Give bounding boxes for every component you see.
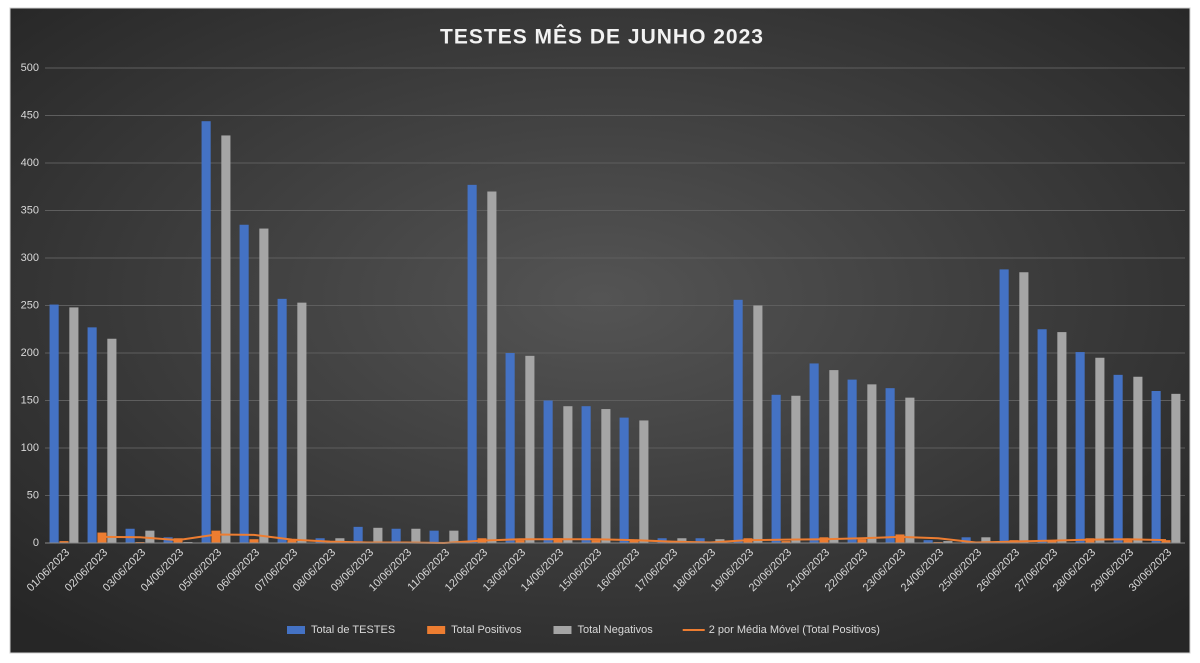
y-tick-label: 400 — [21, 157, 39, 169]
y-tick-label: 150 — [21, 394, 39, 406]
y-tick-label: 50 — [27, 489, 39, 501]
bar — [1075, 352, 1085, 543]
bar — [201, 121, 211, 543]
y-tick-label: 200 — [21, 347, 39, 359]
bar — [449, 530, 459, 543]
bar — [211, 530, 221, 543]
y-tick-label: 0 — [33, 537, 39, 549]
bar — [1019, 272, 1029, 543]
bar — [353, 526, 363, 543]
bar — [59, 541, 69, 543]
bar — [981, 537, 991, 543]
bar — [125, 528, 135, 543]
bar — [591, 540, 601, 543]
bar — [829, 370, 839, 543]
bar — [221, 135, 231, 543]
bar — [639, 420, 649, 543]
bar — [733, 299, 743, 543]
legend-label: Total Negativos — [577, 624, 653, 636]
bar — [145, 530, 155, 543]
legend-swatch — [287, 626, 305, 634]
y-tick-label: 300 — [21, 252, 39, 264]
bar — [923, 540, 933, 543]
bar — [601, 409, 611, 543]
bar — [1133, 376, 1143, 543]
legend-swatch — [553, 626, 572, 634]
bar — [87, 327, 97, 543]
bar — [905, 397, 915, 543]
bar — [505, 353, 515, 543]
bar — [249, 539, 259, 543]
bar — [277, 298, 287, 543]
bar — [107, 338, 117, 543]
bar — [809, 363, 819, 543]
bar — [563, 406, 573, 543]
bar — [373, 527, 383, 543]
bar — [487, 191, 497, 543]
bar — [49, 304, 59, 543]
bar — [515, 540, 525, 543]
bar — [1057, 332, 1067, 543]
bar — [781, 541, 791, 543]
y-tick-label: 500 — [21, 62, 39, 74]
bar — [69, 307, 79, 543]
bar — [411, 528, 421, 543]
bar — [297, 302, 307, 543]
bar — [895, 534, 905, 543]
bar — [287, 540, 297, 543]
legend-label: Total de TESTES — [311, 624, 395, 636]
bar — [335, 538, 345, 543]
bar — [753, 305, 763, 543]
bar — [525, 355, 535, 543]
bar — [847, 379, 857, 543]
y-tick-label: 350 — [21, 204, 39, 216]
bar — [677, 538, 687, 543]
bar — [1047, 541, 1057, 543]
y-tick-label: 450 — [21, 109, 39, 121]
bar — [553, 538, 563, 543]
chart-title: TESTES MÊS DE JUNHO 2023 — [440, 25, 764, 49]
bar — [999, 269, 1009, 543]
moving-average-line — [101, 533, 1167, 545]
bar — [581, 406, 591, 543]
bar — [961, 537, 971, 543]
bar — [771, 394, 781, 543]
bar — [1113, 374, 1123, 543]
bar — [543, 400, 553, 543]
bar — [391, 528, 401, 543]
bar — [239, 224, 249, 543]
y-tick-label: 250 — [21, 299, 39, 311]
bar — [1123, 540, 1133, 543]
bar — [1171, 393, 1181, 543]
bar — [943, 541, 953, 543]
bar — [791, 395, 801, 543]
legend-label: Total Positivos — [451, 624, 522, 636]
bar — [429, 530, 439, 543]
bar — [867, 384, 877, 543]
y-tick-label: 100 — [21, 442, 39, 454]
bar — [885, 388, 895, 543]
legend-label: 2 por Média Móvel (Total Positivos) — [709, 624, 880, 636]
bar — [857, 539, 867, 543]
bar — [1037, 329, 1047, 543]
bar — [1151, 391, 1161, 543]
bar — [619, 417, 629, 543]
bar — [695, 538, 705, 543]
bar — [259, 228, 269, 544]
bar — [1095, 357, 1105, 543]
bar — [467, 184, 477, 543]
bar — [1161, 540, 1171, 543]
bar — [629, 540, 639, 543]
legend-swatch — [427, 626, 446, 634]
